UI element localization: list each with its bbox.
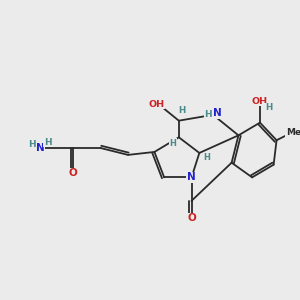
Text: H: H [204, 110, 212, 119]
Text: H: H [169, 139, 176, 148]
Text: H: H [203, 153, 210, 162]
Text: O: O [69, 169, 78, 178]
Text: OH: OH [148, 100, 164, 109]
Text: OH: OH [252, 97, 268, 106]
Text: N: N [36, 143, 44, 153]
Text: H: H [178, 106, 185, 116]
Text: H: H [265, 103, 272, 112]
Text: O: O [187, 213, 196, 224]
Text: N: N [187, 172, 196, 182]
Text: Me: Me [286, 128, 300, 137]
Text: H: H [44, 138, 52, 147]
Text: N: N [213, 108, 221, 118]
Text: H: H [28, 140, 36, 148]
